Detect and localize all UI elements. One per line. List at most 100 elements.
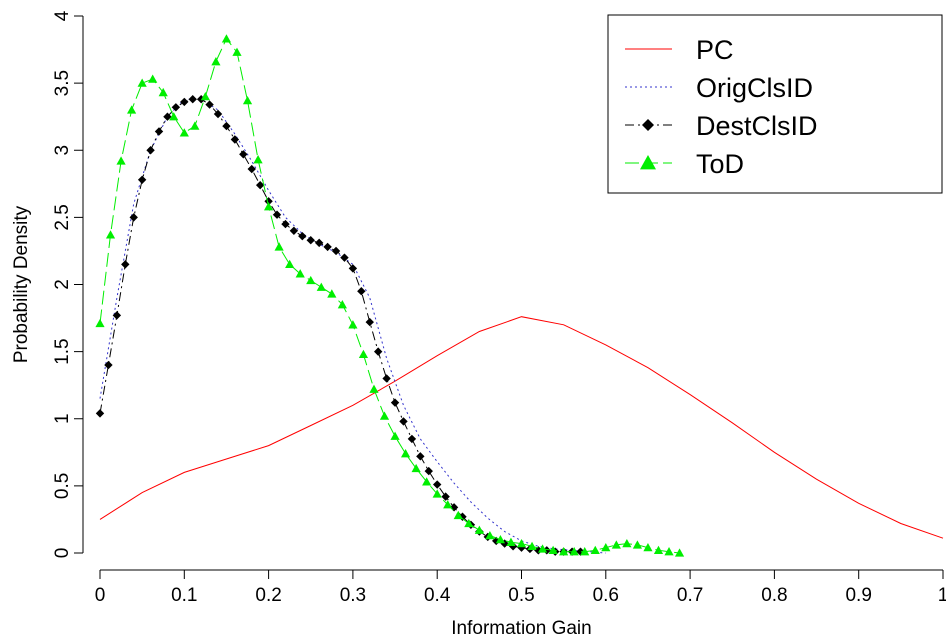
data-point-tod: [432, 489, 442, 498]
data-point-tod: [274, 242, 284, 251]
data-point-tod: [169, 112, 179, 121]
data-point-destclsid: [382, 374, 391, 383]
legend-label-tod: ToD: [696, 149, 744, 179]
data-point-tod: [411, 463, 421, 473]
data-point-destclsid: [112, 311, 122, 320]
data-point-destclsid: [441, 492, 450, 501]
data-point-tod: [232, 47, 242, 56]
data-point-destclsid: [399, 417, 408, 426]
data-point-tod: [148, 74, 158, 83]
data-point-destclsid: [314, 238, 324, 248]
data-point-tod: [158, 87, 168, 97]
data-point-tod: [358, 349, 369, 358]
x-tick-label: 0.2: [255, 585, 281, 606]
data-point-destclsid: [121, 260, 130, 269]
data-point-tod: [116, 156, 126, 165]
legend-label-pc: PC: [696, 35, 734, 65]
data-point-tod: [95, 318, 105, 328]
data-point-tod: [327, 289, 337, 298]
y-tick-label: 2.5: [52, 204, 73, 230]
x-tick-label: 0.4: [424, 585, 451, 606]
data-point-tod: [137, 78, 147, 87]
data-point-tod: [664, 547, 674, 556]
data-point-destclsid: [298, 231, 307, 241]
series-pc: [99, 316, 944, 539]
series-line-destclsid: [99, 98, 581, 553]
y-tick-label: 0: [52, 548, 73, 559]
data-point-destclsid: [205, 100, 214, 109]
series-layer: [95, 34, 944, 557]
x-tick-label: 0.7: [677, 585, 703, 606]
y-tick-label: 3: [52, 145, 73, 156]
x-tick-label: 0.6: [593, 585, 619, 606]
data-point-tod: [264, 202, 274, 211]
data-point-tod: [105, 230, 116, 239]
data-point-destclsid: [424, 466, 433, 476]
data-point-tod: [200, 91, 210, 101]
data-point-tod: [285, 259, 295, 269]
data-point-tod: [179, 128, 189, 137]
data-point-destclsid: [222, 121, 231, 131]
data-point-tod: [348, 320, 358, 329]
data-point-tod: [537, 544, 548, 553]
data-point-tod: [559, 547, 569, 556]
data-point-tod: [548, 545, 558, 554]
data-point-destclsid: [407, 434, 417, 444]
data-point-tod: [242, 95, 253, 105]
data-point-destclsid: [239, 150, 248, 159]
data-point-destclsid: [95, 409, 105, 418]
legend-item-tod: ToD: [625, 149, 744, 179]
data-point-destclsid: [331, 246, 341, 256]
legend-marker-destclsid: [642, 119, 654, 131]
x-tick-label: 0.8: [761, 585, 787, 606]
x-tick-label: 0.3: [340, 585, 366, 606]
data-point-destclsid: [281, 219, 290, 229]
data-point-destclsid: [373, 347, 383, 356]
data-point-destclsid: [154, 127, 164, 136]
data-point-destclsid: [196, 95, 206, 104]
legend-marker-tod: [640, 155, 656, 170]
data-point-tod: [485, 530, 495, 540]
axes: 0 0.1 0.2 0.3 0.4 0.5 0.6 0.7 0.8 0.9 1 0 0.5 1 1.5 2 2.…: [52, 10, 946, 606]
y-tick-label: 1: [52, 413, 73, 424]
series-destclsid: [95, 95, 585, 556]
data-point-tod: [400, 449, 411, 458]
data-point-destclsid: [180, 97, 189, 107]
data-point-tod: [221, 34, 232, 43]
legend-label-origclsid: OrigClsID: [696, 73, 813, 103]
data-point-destclsid: [247, 164, 256, 174]
legend-box: [607, 14, 943, 194]
x-tick-label: 0.1: [171, 585, 197, 606]
data-point-tod: [643, 543, 653, 552]
data-point-tod: [211, 57, 221, 66]
data-point-tod: [316, 282, 326, 291]
data-point-tod: [569, 547, 579, 556]
data-point-destclsid: [146, 146, 155, 155]
data-point-destclsid: [323, 242, 332, 252]
series-line-pc: [99, 316, 944, 539]
data-point-tod: [653, 545, 664, 554]
y-tick-label: 1.5: [52, 338, 73, 364]
data-point-destclsid: [433, 480, 442, 489]
data-point-destclsid: [289, 226, 299, 235]
x-tick-label: 0: [95, 585, 106, 606]
data-point-destclsid: [365, 317, 374, 327]
data-point-tod: [474, 525, 484, 534]
data-point-tod: [590, 545, 600, 554]
data-point-tod: [390, 431, 400, 440]
data-point-destclsid: [188, 95, 197, 104]
data-point-destclsid: [104, 360, 113, 370]
data-point-tod: [369, 384, 379, 393]
data-point-tod: [622, 539, 632, 548]
x-tick-label: 0.5: [508, 585, 534, 606]
legend-item-destclsid: DestClsID: [625, 111, 818, 141]
y-tick-label: 0.5: [52, 473, 73, 499]
data-point-destclsid: [230, 135, 240, 144]
data-point-tod: [337, 300, 347, 309]
data-point-destclsid: [340, 253, 349, 262]
data-point-tod: [601, 543, 611, 552]
data-point-destclsid: [129, 213, 138, 222]
data-point-tod: [495, 534, 506, 544]
y-tick-label: 3.5: [52, 70, 73, 96]
